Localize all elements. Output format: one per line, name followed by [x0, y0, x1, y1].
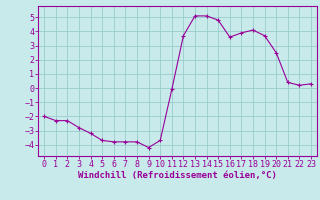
X-axis label: Windchill (Refroidissement éolien,°C): Windchill (Refroidissement éolien,°C) — [78, 171, 277, 180]
